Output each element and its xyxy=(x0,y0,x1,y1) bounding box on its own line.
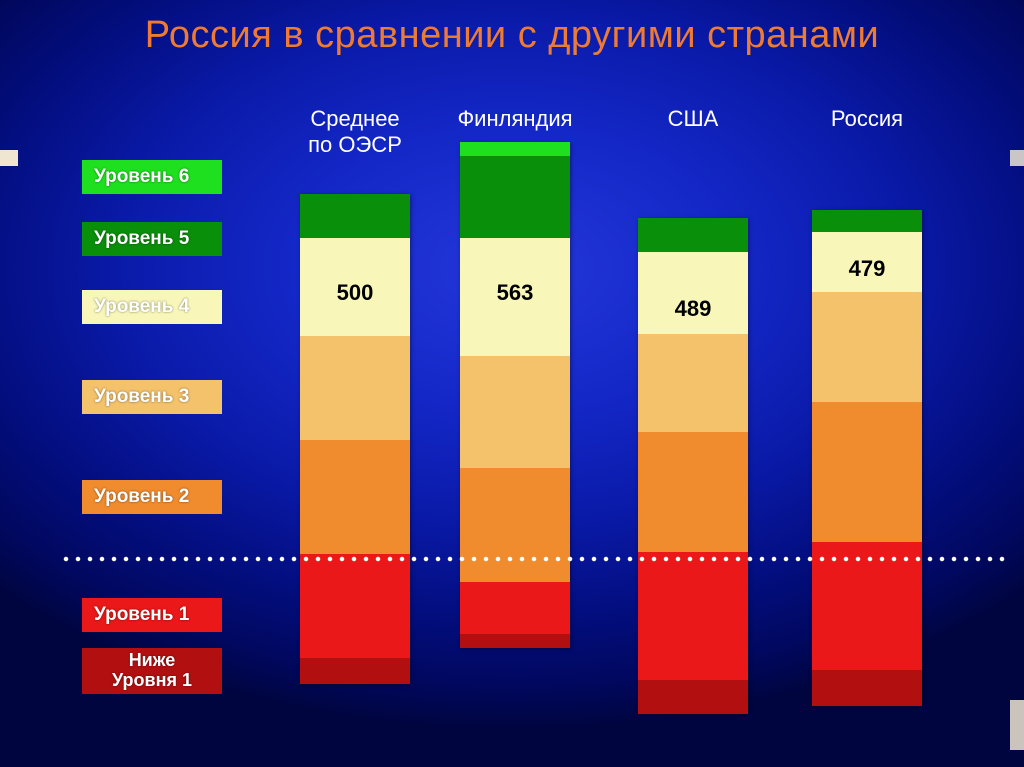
stacked-bar xyxy=(460,142,570,648)
slide: Россия в сравнении с другими странами Ур… xyxy=(0,0,1024,767)
bar-segment xyxy=(638,552,748,680)
column-label: США xyxy=(623,106,763,132)
column-label-line: по ОЭСР xyxy=(285,132,425,158)
legend-item-level-below1: НижеУровня 1 xyxy=(82,648,222,694)
legend-item-level-3: Уровень 3 xyxy=(82,380,222,414)
frame-edge-right-top xyxy=(1010,150,1024,166)
bar-segment xyxy=(300,554,410,658)
frame-edge-right-bottom xyxy=(1010,700,1024,750)
bar-segment xyxy=(460,142,570,156)
legend-item-level-5: Уровень 5 xyxy=(82,222,222,256)
bar-segment xyxy=(812,402,922,542)
score-label: 563 xyxy=(460,280,570,306)
bar-segment xyxy=(300,440,410,554)
threshold-line xyxy=(60,556,1010,562)
bar-segment xyxy=(460,468,570,582)
bar-segment xyxy=(300,194,410,238)
legend-item-level-6: Уровень 6 xyxy=(82,160,222,194)
score-label: 500 xyxy=(300,280,410,306)
bar-segment xyxy=(638,334,748,432)
bar-segment xyxy=(638,432,748,552)
bar-segment xyxy=(812,670,922,706)
score-label: 479 xyxy=(812,256,922,282)
column-label: Среднеепо ОЭСР xyxy=(285,106,425,159)
bar-segment xyxy=(638,218,748,252)
bar-segment xyxy=(460,582,570,634)
bar-segment xyxy=(300,658,410,684)
bar-segment xyxy=(460,156,570,238)
bar-segment xyxy=(460,356,570,468)
legend-item-label: Ниже xyxy=(129,651,176,671)
column-label: Россия xyxy=(797,106,937,132)
bar-segment xyxy=(812,210,922,232)
legend-item-level-2: Уровень 2 xyxy=(82,480,222,514)
bar-segment xyxy=(812,292,922,402)
stacked-bar xyxy=(300,194,410,684)
column-label-line: Среднее xyxy=(285,106,425,132)
bar-segment xyxy=(300,336,410,440)
stacked-bar xyxy=(638,218,748,714)
page-title: Россия в сравнении с другими странами xyxy=(0,14,1024,57)
column-label: Финляндия xyxy=(445,106,585,132)
bar-segment xyxy=(460,634,570,648)
legend-item-level-1: Уровень 1 xyxy=(82,598,222,632)
score-label: 489 xyxy=(638,296,748,322)
stacked-bar xyxy=(812,210,922,706)
frame-edge-left xyxy=(0,150,18,166)
legend-item-label: Уровня 1 xyxy=(112,671,192,691)
bar-segment xyxy=(638,680,748,714)
legend-item-level-4: Уровень 4 xyxy=(82,290,222,324)
